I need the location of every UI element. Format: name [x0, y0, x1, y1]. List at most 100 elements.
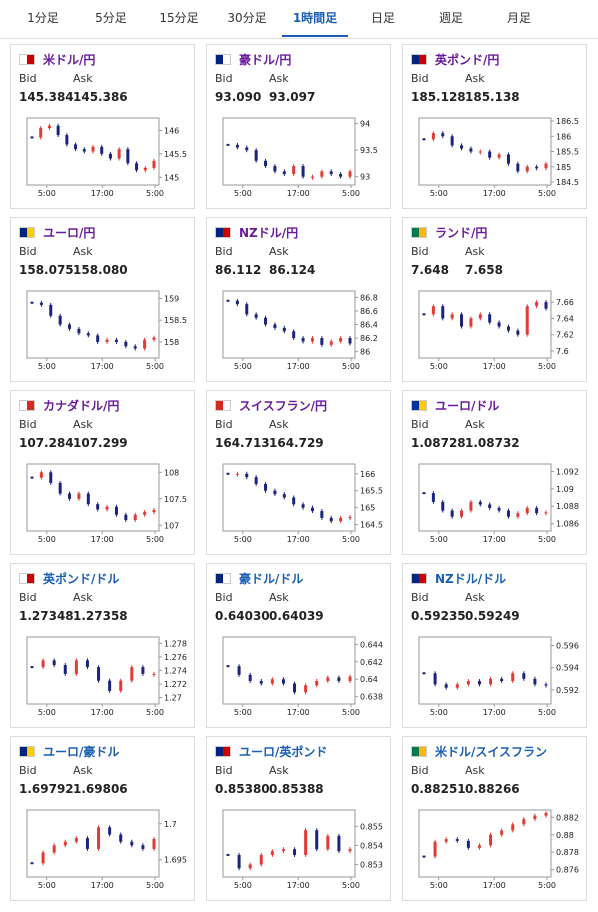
bid-price: 107.284	[19, 436, 74, 450]
pair-name[interactable]: 豪ドル/ドル	[239, 572, 304, 586]
pair-name[interactable]: 豪ドル/円	[239, 53, 292, 67]
candle	[441, 501, 445, 511]
bid-price: 164.713	[215, 436, 270, 450]
candle	[130, 667, 134, 681]
candle	[248, 674, 252, 681]
rate-card: 米ドル/スイスフラン Bid Ask 0.88251 0.88266 0.882 0.88 0…	[402, 736, 587, 901]
tab[interactable]: 5分足	[95, 11, 127, 25]
candle	[152, 838, 156, 849]
candle	[39, 302, 43, 305]
bid-label: Bid	[19, 418, 37, 431]
ask-label: Ask	[73, 764, 93, 777]
candle	[152, 160, 156, 168]
tab[interactable]: 月足	[506, 11, 531, 25]
y-tick-label: 184.5	[556, 178, 579, 187]
candle	[74, 144, 78, 150]
pair-name[interactable]: 米ドル/円	[43, 53, 96, 67]
candle	[235, 144, 239, 148]
tab[interactable]: 1時間足	[282, 0, 348, 37]
bid-price: 7.648	[411, 263, 449, 277]
y-tick-label: 1.695	[164, 856, 187, 865]
x-tick-label: 17:00	[483, 189, 506, 198]
y-tick-label: 86	[360, 348, 370, 357]
pair-name[interactable]: ユーロ/英ポンド	[239, 745, 328, 759]
candle	[320, 171, 324, 177]
chart-frame	[222, 463, 356, 532]
pair-name[interactable]: 英ポンド/ドル	[43, 572, 120, 586]
candle	[100, 146, 104, 154]
pair-name[interactable]: カナダドル/円	[43, 399, 120, 413]
mini-chart: 1.7 1.695 5:00 17:00 5:00	[26, 809, 187, 890]
candle	[433, 841, 437, 857]
candle	[105, 506, 109, 510]
candle	[444, 839, 448, 842]
pair-name[interactable]: NZドル/円	[239, 226, 299, 240]
bid-price: 0.88251	[411, 782, 466, 796]
candle	[245, 304, 249, 315]
candle	[114, 506, 118, 515]
candle	[108, 680, 112, 691]
tab[interactable]: 1分足	[27, 11, 59, 25]
candle	[254, 477, 258, 484]
candle	[488, 504, 492, 508]
x-tick-label: 5:00	[146, 362, 164, 371]
bid-label: Bid	[411, 764, 429, 777]
bid-price: 1.08728	[411, 436, 466, 450]
rate-card: ユーロ/ドル Bid Ask 1.08728 1.08732 1.092 1.09 1.088…	[402, 390, 587, 555]
candle	[488, 151, 492, 158]
candle	[124, 514, 128, 521]
candle	[506, 510, 510, 517]
bid-label: Bid	[19, 591, 37, 604]
candle	[245, 473, 249, 478]
bid-label: Bid	[215, 72, 233, 85]
candle	[152, 337, 156, 340]
y-tick-label: 0.854	[360, 841, 383, 850]
pair-name[interactable]: ランド/円	[435, 226, 488, 240]
candle	[477, 845, 481, 848]
pair-name[interactable]: NZドル/ドル	[435, 572, 507, 586]
tab[interactable]: 15分足	[159, 11, 199, 25]
candle	[245, 147, 249, 151]
candle	[329, 171, 333, 175]
y-tick-label: 185.5	[556, 148, 579, 157]
x-tick-label: 5:00	[430, 535, 448, 544]
pair-name[interactable]: 米ドル/スイスフラン	[435, 745, 548, 759]
chart-frame	[418, 117, 552, 186]
candle	[105, 339, 109, 342]
pair-name[interactable]: スイスフラン/円	[239, 399, 328, 413]
tab[interactable]: 週足	[438, 11, 463, 25]
x-tick-label: 5:00	[538, 708, 556, 717]
candle	[516, 513, 520, 517]
y-tick-label: 1.272	[164, 680, 187, 689]
pair-name[interactable]: 英ポンド/円	[435, 53, 500, 67]
candle	[422, 492, 426, 495]
ask-label: Ask	[73, 72, 93, 85]
y-tick-label: 164.5	[360, 521, 383, 530]
candle	[488, 314, 492, 323]
y-tick-label: 166	[360, 470, 375, 479]
ask-price: 93.097	[269, 90, 316, 104]
y-tick-label: 108	[164, 468, 179, 477]
tab[interactable]: 30分足	[227, 11, 267, 25]
tab[interactable]: 日足	[370, 11, 395, 25]
pair-name[interactable]: ユーロ/ドル	[435, 399, 500, 413]
candle	[68, 493, 72, 499]
candle	[56, 125, 60, 136]
bid-label: Bid	[215, 245, 233, 258]
bid-price: 0.59235	[411, 609, 466, 623]
candle	[143, 167, 147, 171]
ask-price: 86.124	[269, 263, 316, 277]
pair-name[interactable]: ユーロ/円	[43, 226, 96, 240]
rate-card: ランド/円 Bid Ask 7.648 7.658 7.66 7.64 7.62 7.6 5:00…	[402, 217, 587, 382]
bid-label: Bid	[215, 418, 233, 431]
y-tick-label: 86.8	[360, 293, 378, 302]
candle	[39, 128, 43, 138]
candle	[39, 472, 43, 478]
candle	[431, 133, 435, 140]
candle	[500, 830, 504, 835]
flag-icon	[411, 573, 427, 584]
pair-name[interactable]: ユーロ/豪ドル	[43, 745, 120, 759]
candle	[254, 150, 258, 161]
candle	[96, 335, 100, 342]
